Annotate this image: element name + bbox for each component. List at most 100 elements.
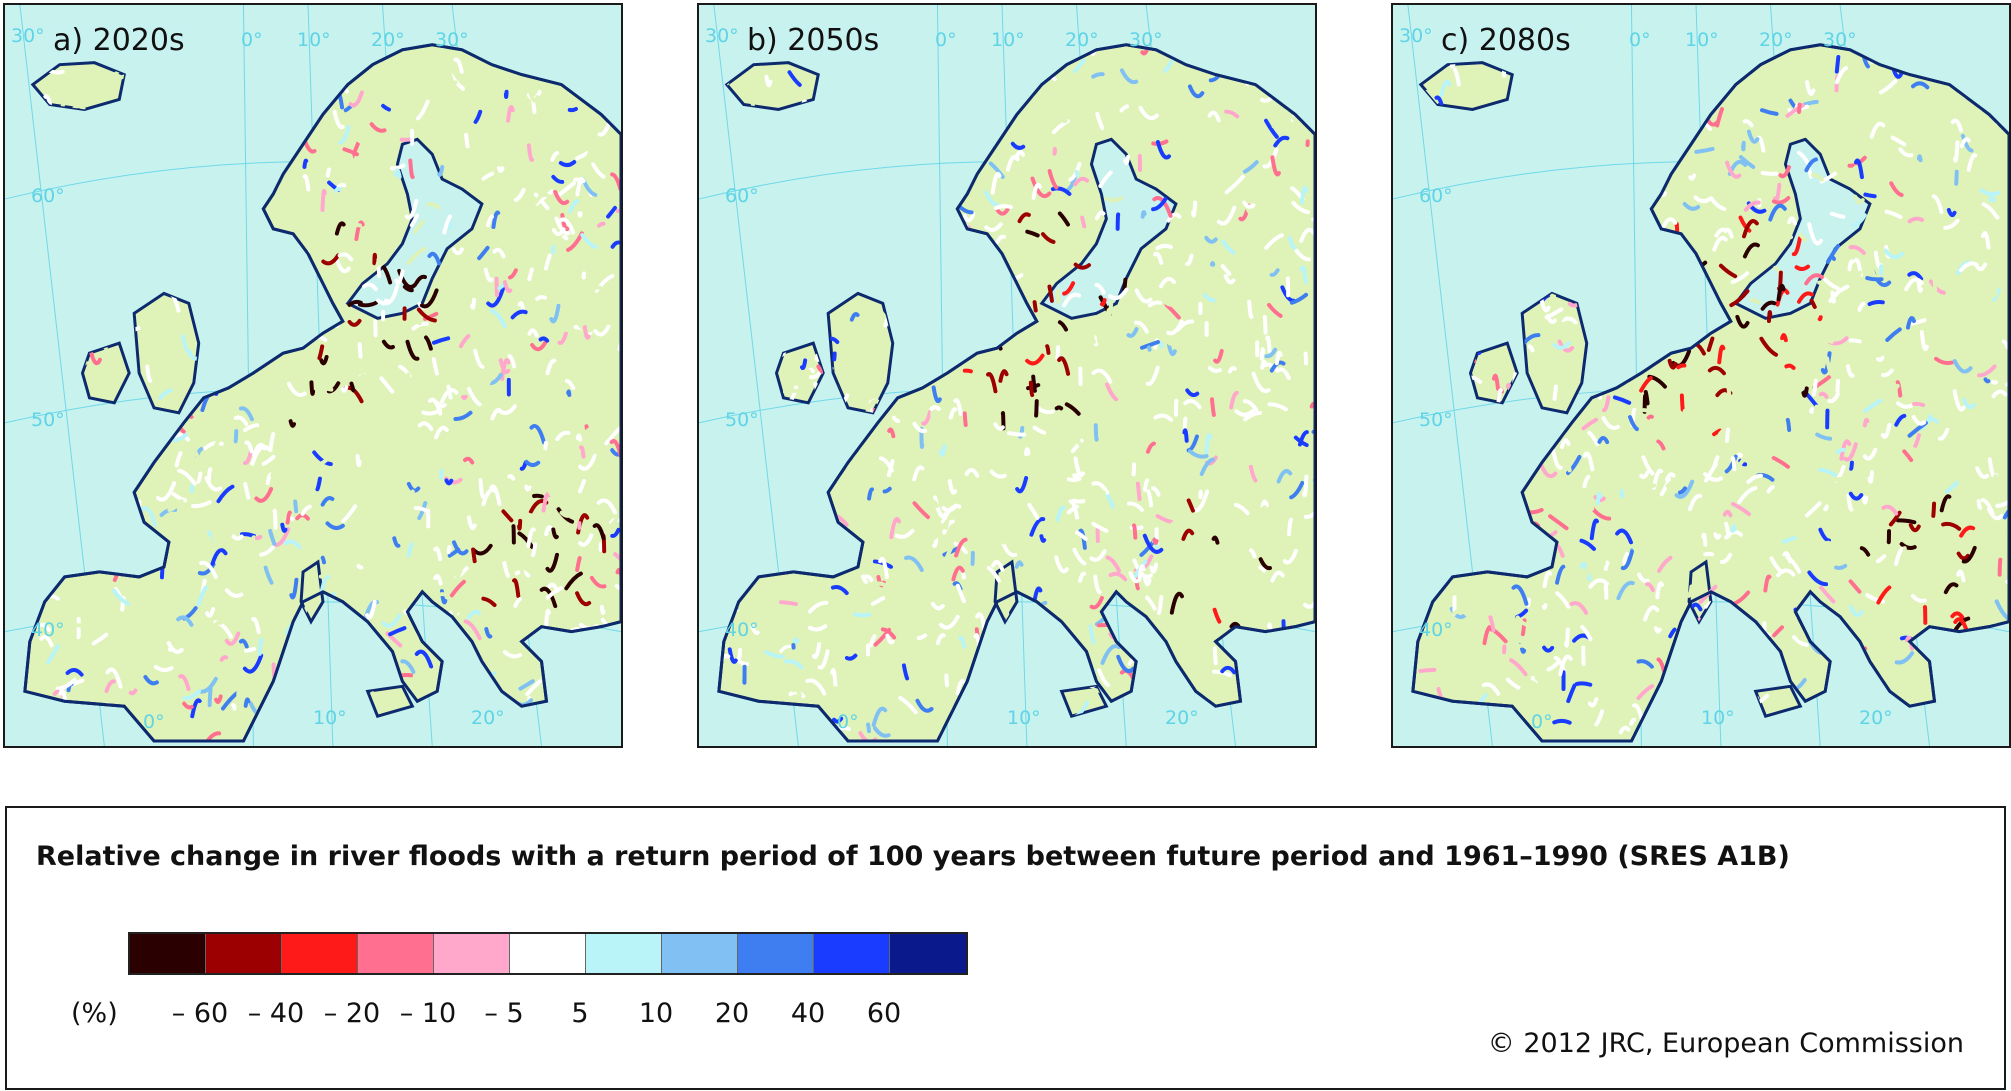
river-segment [325,167,332,178]
river-segment [998,676,1019,693]
river-segment [1160,297,1178,307]
river-segment [1165,486,1178,504]
river-segment [1765,504,1786,519]
river-segment [1587,212,1600,221]
graticule-label: 30° [1399,25,1433,47]
river-segment [1078,571,1087,583]
river-segment [1090,307,1111,329]
river-segment [1269,268,1280,277]
river-segment [887,44,904,58]
river-segment [12,167,22,181]
river-segment [792,637,800,644]
river-segment [1221,239,1236,255]
river-segment [1153,413,1174,422]
river-segment [356,563,364,570]
river-segment [1911,594,1927,603]
river-segment [288,662,309,672]
river-segment [1948,701,1959,717]
graticule-label: 0° [143,711,165,733]
river-segment [1185,388,1200,398]
river-segment [437,734,456,741]
river-segment [1812,339,1834,358]
river-segment [861,336,869,349]
river-segment [1515,115,1537,136]
river-segment [1229,621,1241,629]
river-segment [1242,160,1259,174]
river-segment [1662,44,1677,61]
river-segment [1055,505,1066,522]
river-segment [1451,162,1466,184]
river-segment [816,337,827,353]
map-panel-2050s: b) 2050s 30° 0° 10° 20° 30° 60° 50° 40° … [697,3,1317,748]
river-segment [887,120,907,133]
river-segment [363,618,368,639]
river-segment [772,257,785,267]
river-segment [1702,630,1709,637]
river-segment [103,489,123,510]
river-segment [272,58,289,72]
river-segment [1981,202,2000,220]
river-segment [1412,308,1422,322]
river-segment [365,599,377,620]
river-segment [1673,262,1689,278]
legend-tick: – 40 [247,998,305,1029]
river-segment [349,222,362,228]
river-segment [1881,368,1894,378]
river-segment [337,252,354,262]
river-segment [1542,235,1563,247]
river-segment [1434,319,1446,336]
river-segment [1811,378,1818,397]
river-segment [452,83,471,105]
river-segment [816,410,828,428]
river-segment [334,645,354,661]
river-segment [760,590,780,605]
river-segment [984,222,1003,232]
river-segment [197,676,218,694]
river-segment [422,671,437,682]
legend-swatch [282,934,358,973]
river-segment [955,679,966,696]
river-segment [1667,705,1685,726]
river-segment [141,160,151,169]
river-segment [749,219,770,239]
river-segment [46,644,61,665]
river-segment [348,151,357,172]
river-segment [583,372,596,382]
river-segment [975,612,986,625]
river-segment [486,214,495,228]
river-segment [964,467,980,478]
river-segment [1812,626,1827,637]
river-segment [1804,157,1818,173]
river-segment [589,575,607,589]
river-segment [877,258,887,280]
river-segment [1298,289,1305,306]
river-segment [1163,57,1175,73]
river-segment [518,679,535,691]
river-segment [1018,678,1025,691]
river-segment [527,328,539,338]
river-segment [718,149,740,159]
river-segment [1093,574,1102,595]
river-segment [490,408,503,421]
river-segment [214,328,236,342]
river-segment [966,286,986,306]
river-segment [966,100,976,115]
river-segment [1068,499,1080,520]
river-segment [1435,113,1443,131]
river-segment [1711,685,1721,696]
river-segment [481,171,495,181]
river-segment [719,232,737,248]
river-segment [254,534,263,541]
river-segment [1865,276,1884,282]
river-segment [167,499,184,512]
river-segment [1568,353,1581,369]
river-segment [756,327,771,349]
river-segment [1260,96,1273,103]
river-segment [826,366,834,373]
river-segment [105,546,116,568]
river-segment [853,187,869,195]
river-segment [1062,292,1082,308]
river-segment [1299,185,1309,205]
river-segment [282,148,297,157]
river-segment [471,547,477,564]
